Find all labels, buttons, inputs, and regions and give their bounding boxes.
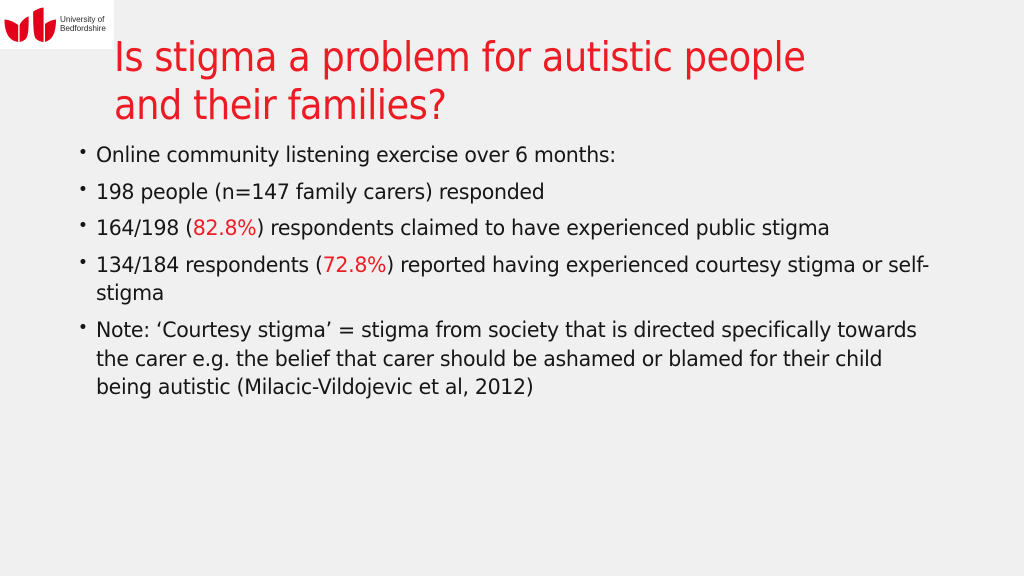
- bedfordshire-petal-mark-icon: [4, 7, 57, 42]
- bullet-listening-exercise: Online community listening exercise over…: [74, 141, 934, 171]
- bullet-text-run: 164/198 (: [95, 216, 193, 242]
- bullet-list: Online community listening exercise over…: [74, 141, 974, 411]
- university-logo: University of Bedfordshire: [0, 0, 114, 49]
- bullet-text-run: Online community listening exercise over…: [95, 143, 616, 168]
- bullet-text-run: ) respondents claimed to have experience…: [256, 216, 830, 242]
- bullet-text-run: Note: ‘Courtesy stigma’ = stigma from so…: [95, 317, 917, 401]
- bullet-public-stigma: 164/198 (82.8%) respondents claimed to h…: [74, 214, 934, 244]
- bullet-courtesy-self-stigma: 134/184 respondents (72.8%) reported hav…: [74, 251, 934, 309]
- accent-statistic: 72.8%: [322, 252, 387, 278]
- bullet-text-run: ) reported having experienced courtesy s…: [95, 252, 930, 307]
- bullet-courtesy-stigma-note: Note: ‘Courtesy stigma’ = stigma from so…: [74, 316, 934, 403]
- accent-statistic: 82.8%: [192, 216, 257, 242]
- slide-title: Is stigma a problem for autistic people …: [114, 33, 806, 129]
- bullet-respondent-count: 198 people (n=147 family carers) respond…: [74, 178, 934, 208]
- logo-wordmark: University of Bedfordshire: [60, 15, 106, 33]
- logo-wordmark-line1: University of: [60, 15, 105, 25]
- bullet-text-run: 134/184 respondents (: [95, 252, 323, 278]
- bullet-text-run: 198 people (n=147 family carers) respond…: [95, 179, 545, 205]
- logo-wordmark-line2: Bedfordshire: [60, 23, 106, 33]
